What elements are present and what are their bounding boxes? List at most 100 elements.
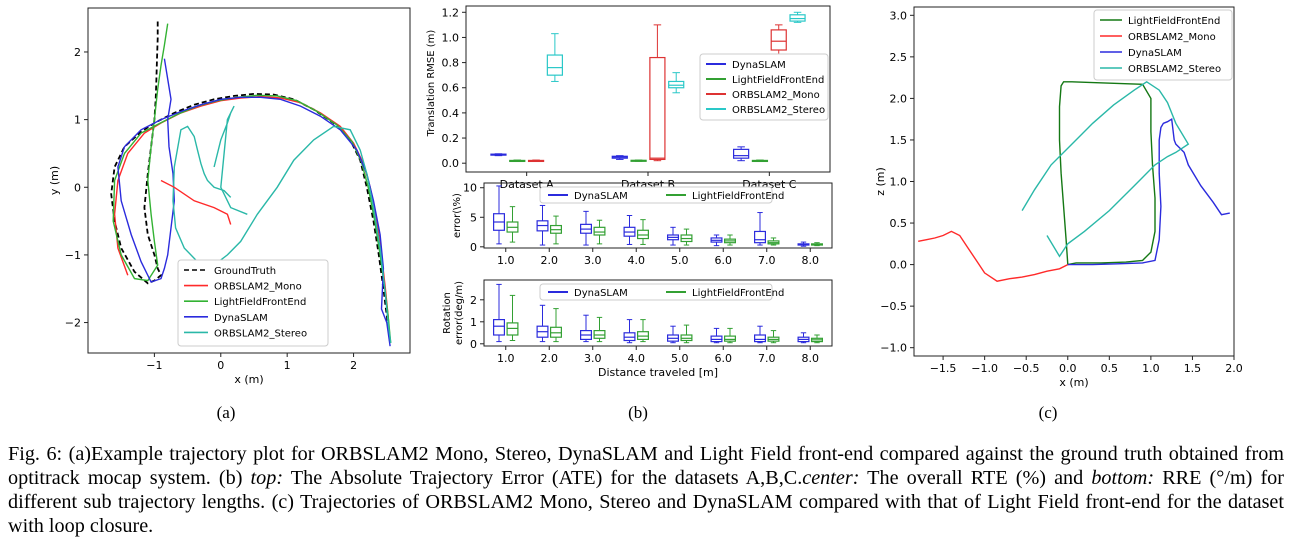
plot-b-top-ytick-label: 0.8 [442,57,460,70]
caption-top-word: top: [250,467,284,489]
plot-a-series-lightfieldfrontend [112,23,392,343]
plot-a-legend-label: GroundTruth [214,266,276,277]
plot-b-bottom-xlabel: Distance traveled [m] [598,366,718,379]
plot-b-top-ytick-label: 1.0 [442,31,460,44]
plot-a-series-orbslam2_mono_tail [160,179,232,225]
figure-canvas: −1 0 1 2 −2 −1 0 1 2 x (m) y (m) GroundTruth ORBSLAM… [48,5,1243,422]
plot-c-xtick-label: 1.5 [1184,362,1202,375]
plot-b-center-legend-box [539,186,773,204]
plot-b-center-xtick-label: 7.0 [758,254,776,267]
plot-b-center-xtick-label: 2.0 [541,254,559,267]
plot-b-bottom-box-dynaslam [754,334,767,343]
plot-b-top-legend-label: ORBSLAM2_Stereo [732,105,825,116]
plot-b-bottom-legend-label: LightFieldFrontEnd [692,288,784,299]
plot-c-ylabel: z (m) [874,167,887,196]
plot-a-ytick-label: 1 [74,114,81,127]
plot-b-bottom-box-dynaslam [493,319,506,336]
plot-b-top-ytick-label: 0.6 [442,82,460,95]
plot-b-center-xtick-label: 8.0 [802,254,820,267]
plot-b-center-xtick-label: 4.0 [628,254,646,267]
plot-b-bottom-ytick-label: 1 [470,316,477,329]
plot-b-top-box-orbslam2_mono [649,56,666,161]
plot-b-bottom-xtick-label: 7.0 [758,352,776,365]
plot-c-ytick-label: 0.0 [890,259,908,272]
plot-b-center-plot-frame [483,182,833,249]
plot-c-ytick-label: 3.0 [890,9,908,22]
plot-b-bottom-plot-frame [483,279,833,347]
plot-b-top-ytick-label: 0.2 [442,132,460,145]
plot-c-xtick-label: 2.0 [1225,362,1243,375]
plot-b-top-legend-label: ORBSLAM2_Mono [732,90,820,101]
plot-a-ytick-label: −2 [65,317,81,330]
plot-c-legend-label: ORBSLAM2_Stereo [1128,64,1221,75]
plot-c-series-orbslam2_stereo [1021,80,1190,258]
plot-c-xtick-label: −1.0 [971,362,998,375]
plot-b-bottom-xtick-label: 2.0 [541,352,559,365]
caption-part-2: The Absolute Trajectory Error (ATE) for … [283,467,803,489]
plot-b-bottom-xtick-label: 1.0 [497,352,515,365]
plot-c-legend-label: DynaSLAM [1128,48,1182,59]
plot-a-xtick-label: −1 [146,359,162,372]
caption-bottom-word: bottom: [1091,467,1155,489]
caption-part-3: The overall RTE (%) and [859,467,1092,489]
plot-b-bottom-xtick-label: 8.0 [802,352,820,365]
plot-b-top-legend-box [699,53,829,121]
plot-c-series-orbslam2_mono [918,230,1069,282]
plot-b-top-legend-label: LightFieldFrontEnd [732,75,824,86]
plot-b-bottom-legend-box [539,283,773,301]
plot-b-bottom-xtick-label: 5.0 [671,352,689,365]
plot-c-legend-box [1093,9,1233,81]
plot-a-ylabel: y (m) [48,166,61,195]
plot-c-xlabel: x (m) [1059,376,1088,389]
caption-center-word: center: [802,467,860,489]
plot-a-legend-label: LightFieldFrontEnd [214,297,306,308]
plot-b-center-xtick-label: 6.0 [715,254,733,267]
plot-a-xtick-label: 0 [217,359,224,372]
caption-part-1: Fig. 6: (a)Example trajectory plot for O… [8,443,1284,489]
plot-a-ytick-label: 2 [74,46,81,59]
plot-b-top-legend-label: DynaSLAM [732,60,786,71]
plot-a-xlabel: x (m) [234,373,263,386]
plot-c-ytick-label: −1.0 [880,342,907,355]
plot-b-center-legend-label: LightFieldFrontEnd [692,191,784,202]
plot-c-legend-label: LightFieldFrontEnd [1128,16,1220,27]
plot-b-top-ylabel: Translation RMSE (m) [426,30,437,138]
plot-a-plot-frame [87,7,411,354]
plot-a-legend-label: ORBSLAM2_Stereo [214,328,307,339]
plot-b-center-ytick-label: 0 [470,241,477,254]
plot-b-center-xtick-label: 1.0 [497,254,515,267]
plot-b-top-box-orbslam2_stereo [668,80,685,89]
plot-c-ytick-label: 0.5 [890,217,908,230]
plot-c-xtick-label: −1.5 [930,362,957,375]
plot-b-bottom-xtick-label: 4.0 [628,352,646,365]
plot-b-bottom-legend-label: DynaSLAM [574,288,628,299]
plot-b-top-box-orbslam2_stereo [546,54,563,76]
plot-a-legend-box [177,259,329,347]
plot-a-ytick-label: −1 [65,249,81,262]
plot-b-center-legend-label: DynaSLAM [574,191,628,202]
sub-label-b: (b) [628,403,648,422]
plot-b-top-ytick-label: 1.2 [442,6,460,19]
sub-label-c: (c) [1039,403,1058,422]
plot-c-ytick-label: 1.5 [890,134,908,147]
plot-a-ytick-label: 0 [74,181,81,194]
plot-b-center-ylabel: error(\%) [452,193,463,238]
plot-c-xtick-label: 0.0 [1059,362,1077,375]
plot-a-xtick-label: 1 [284,359,291,372]
plot-a-legend-label: ORBSLAM2_Mono [214,282,302,293]
plot-b-center-box-dynaslam [754,230,767,244]
plot-c-xtick-label: 0.5 [1101,362,1119,375]
plot-c-series-lightfieldfrontend [1058,81,1156,266]
plot-c-ytick-label: −0.5 [880,300,907,313]
plot-b-center-ytick-label: 5 [470,211,477,224]
plot-b-bottom-ytick-label: 2 [470,294,477,307]
plot-a-xtick-label: 2 [350,359,357,372]
plot-b-center-ytick-label: 10 [463,182,477,195]
plot-b-bottom-xtick-label: 3.0 [584,352,602,365]
plot-b-center-xtick-label: 5.0 [671,254,689,267]
plot-a-series-orbslam2_mono [113,95,391,343]
plot-a-legend-label: DynaSLAM [214,313,268,324]
caption-part-4: RRE (°/m) for different sub trajectory l… [8,467,1284,537]
plot-b-top-box-orbslam2_stereo [789,14,806,22]
plot-b-center-box-lightfieldfrontend [593,226,606,236]
